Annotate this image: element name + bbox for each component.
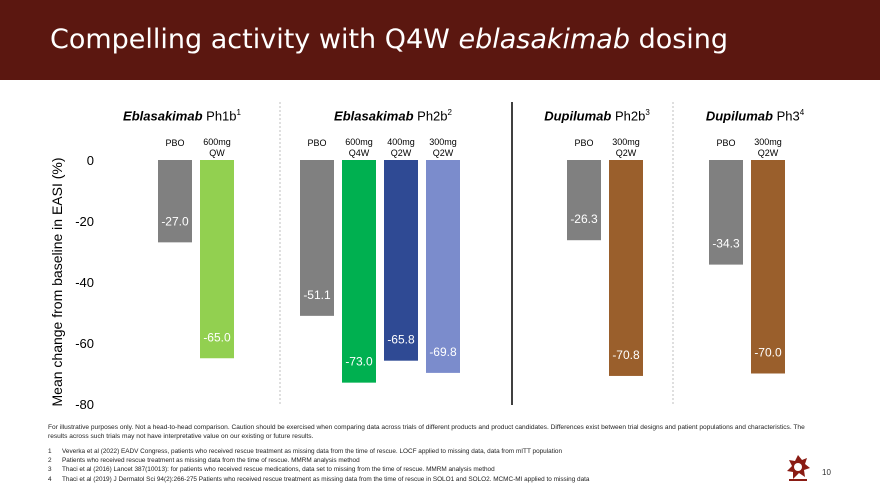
bar-value-label: -51.1 bbox=[303, 288, 331, 302]
bar-value-label: -70.8 bbox=[612, 348, 640, 362]
reference-item: 4 Thaci et al (2019) J Dermatol Sci 94(2)… bbox=[48, 475, 590, 483]
company-logo-icon bbox=[787, 455, 810, 481]
bar-category-label: PBO bbox=[574, 138, 594, 148]
slide-title: Compelling activity with Q4W eblasakimab… bbox=[50, 24, 728, 55]
bar-value-label: -27.0 bbox=[161, 214, 189, 228]
bar bbox=[609, 160, 643, 376]
bar bbox=[200, 160, 234, 359]
bar-value-label: -69.8 bbox=[429, 345, 457, 359]
bar bbox=[342, 160, 376, 383]
y-tick-label: 0 bbox=[87, 153, 94, 168]
bar-category-label: PBO bbox=[307, 138, 327, 148]
bar-category-label: PBO bbox=[165, 138, 185, 148]
bar-value-label: -26.3 bbox=[570, 212, 598, 226]
bar-category-label: 300mg Q2W bbox=[754, 137, 782, 158]
reference-item: 1 Veverka et al (2022) EADV Congress, pat… bbox=[48, 448, 563, 455]
title-emphasis: eblasakimab bbox=[458, 24, 630, 55]
bar bbox=[300, 160, 334, 316]
bar-category-label: 600mg Q4W bbox=[345, 137, 373, 158]
y-axis-label: Mean change from baseline in EASI (%) bbox=[49, 157, 65, 406]
group-title: Eblasakimab Ph1b1 bbox=[123, 108, 241, 124]
disclaimer-text: For illustrative purposes only. Not a he… bbox=[48, 424, 805, 440]
bar-chart: Mean change from baseline in EASI (%) 0 -2… bbox=[49, 102, 785, 412]
bar-value-label: -65.0 bbox=[203, 330, 231, 344]
bar-category-label: 400mg Q2W bbox=[387, 137, 415, 158]
group-title: Dupilumab Ph2b3 bbox=[544, 108, 650, 124]
reference-item: 2 Patients who received rescue treatment … bbox=[48, 457, 360, 465]
y-tick-label: -20 bbox=[75, 214, 94, 229]
y-tick-label: -40 bbox=[75, 275, 94, 290]
references: 1 Veverka et al (2022) EADV Congress, pat… bbox=[48, 447, 589, 484]
bar-value-label: -65.8 bbox=[387, 333, 415, 347]
group-title: Eblasakimab Ph2b2 bbox=[334, 108, 452, 124]
bar-value-label: -34.3 bbox=[712, 237, 740, 251]
bar bbox=[158, 160, 192, 243]
bar bbox=[709, 160, 743, 265]
bar-category-label: 600mg QW bbox=[203, 137, 231, 158]
bar bbox=[567, 160, 601, 241]
bar-value-label: -73.0 bbox=[345, 355, 373, 369]
slide-header: Compelling activity with Q4W eblasakimab… bbox=[0, 0, 880, 80]
bar bbox=[751, 160, 785, 374]
bar bbox=[426, 160, 460, 373]
bar-value-label: -70.0 bbox=[754, 346, 782, 360]
title-prefix: Compelling activity with Q4W bbox=[50, 24, 459, 55]
bar-category-label: 300mg Q2W bbox=[612, 137, 640, 158]
reference-item: 3 Thaci et al (2016) Lancet 387(10013): f… bbox=[48, 466, 495, 474]
y-tick-label: -60 bbox=[75, 336, 94, 351]
title-suffix: dosing bbox=[630, 24, 729, 55]
bar bbox=[384, 160, 418, 361]
group-title: Dupilumab Ph34 bbox=[705, 108, 805, 124]
bar-category-label: PBO bbox=[716, 138, 736, 148]
bar-category-label: 300mg Q2W bbox=[429, 137, 457, 158]
page-number: 10 bbox=[822, 468, 831, 477]
y-tick-label: -80 bbox=[75, 397, 94, 412]
